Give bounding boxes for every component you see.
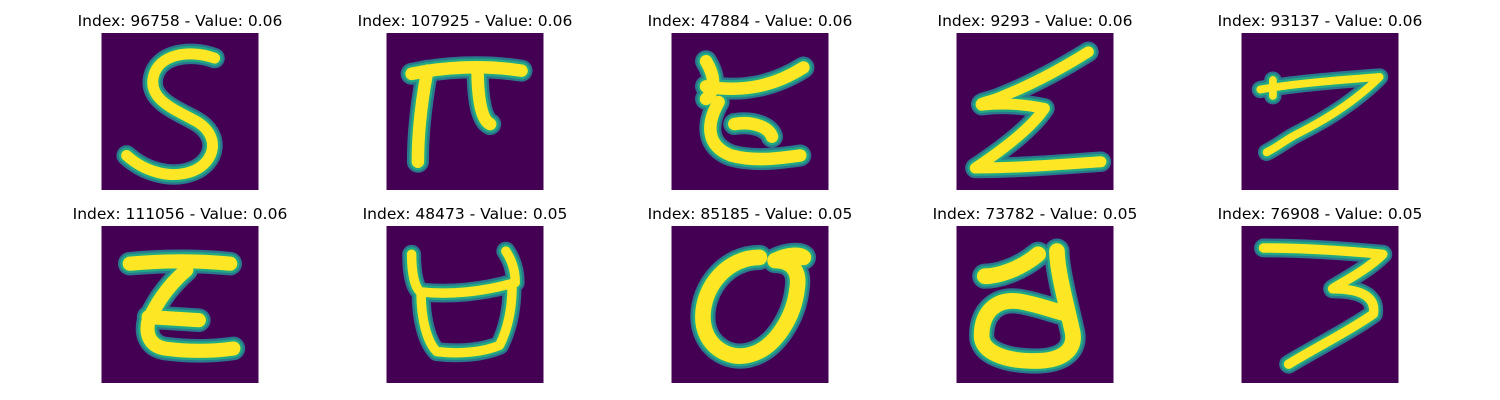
- digit-panel-3: Index: 47884 - Value: 0.06: [630, 10, 870, 190]
- panel-title: Index: 73782 - Value: 0.05: [932, 205, 1138, 223]
- digit-panel-2: Index: 107925 - Value: 0.06: [345, 10, 585, 190]
- digit-panel-5: Index: 93137 - Value: 0.06: [1200, 10, 1440, 190]
- digit-image: [956, 33, 1114, 190]
- digit-image: [1241, 226, 1399, 383]
- digit-image: [956, 226, 1114, 383]
- panel-title: Index: 48473 - Value: 0.05: [362, 205, 568, 223]
- panel-title: Index: 111056 - Value: 0.06: [72, 205, 288, 223]
- panel-title: Index: 85185 - Value: 0.05: [647, 205, 853, 223]
- panel-title: Index: 93137 - Value: 0.06: [1217, 12, 1423, 30]
- digit-image: [386, 226, 544, 383]
- digit-panel-6: Index: 111056 - Value: 0.06: [60, 203, 300, 383]
- digit-image: [671, 226, 829, 383]
- digit-image: [386, 33, 544, 190]
- digit-image: [101, 226, 259, 383]
- digit-panel-8: Index: 85185 - Value: 0.05: [630, 203, 870, 383]
- digit-image: [671, 33, 829, 190]
- panel-title: Index: 107925 - Value: 0.06: [357, 12, 573, 30]
- panel-title: Index: 76908 - Value: 0.05: [1217, 205, 1423, 223]
- panel-title: Index: 9293 - Value: 0.06: [937, 12, 1133, 30]
- digit-panel-1: Index: 96758 - Value: 0.06: [60, 10, 300, 190]
- digit-image: [1241, 33, 1399, 190]
- digit-panel-7: Index: 48473 - Value: 0.05: [345, 203, 585, 383]
- digit-image: [101, 33, 259, 190]
- digit-panel-10: Index: 76908 - Value: 0.05: [1200, 203, 1440, 383]
- digit-panel-4: Index: 9293 - Value: 0.06: [915, 10, 1155, 190]
- panel-title: Index: 96758 - Value: 0.06: [77, 12, 283, 30]
- panel-title: Index: 47884 - Value: 0.06: [647, 12, 853, 30]
- digit-panel-9: Index: 73782 - Value: 0.05: [915, 203, 1155, 383]
